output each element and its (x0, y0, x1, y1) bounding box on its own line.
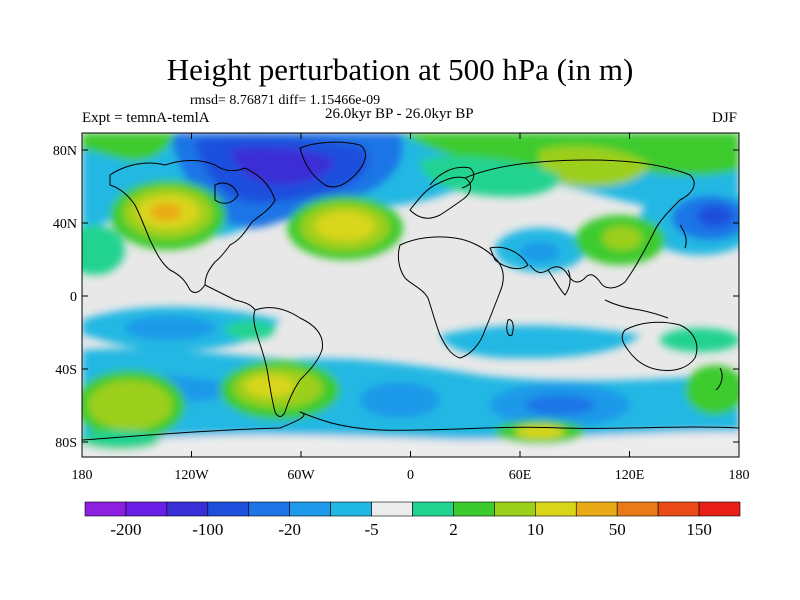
colorbar-swatch (494, 501, 536, 517)
colorbar-label: 10 (527, 520, 544, 539)
lon-tick-label: 120E (615, 468, 645, 483)
coast-india (547, 269, 571, 296)
field-nwpac-teal (82, 225, 125, 275)
lat-tick-label: 40S (55, 363, 77, 378)
coast-central-america (204, 284, 256, 311)
lon-tick-label: 60E (509, 468, 532, 483)
colorbar-swatch (698, 501, 741, 517)
coast-north-america (109, 160, 276, 293)
field-spac-lime (88, 380, 172, 430)
colorbar-swatch (535, 501, 577, 517)
coast-new-zealand (715, 367, 723, 391)
coast-madagascar (506, 319, 514, 337)
coast-scandinavia (429, 166, 475, 189)
field-satl-blue (360, 382, 440, 418)
experiment-label: Expt = temnA-temlA (82, 110, 210, 126)
latitude-axis: 80N 40N 0 40S 80S (53, 144, 739, 451)
field-easia-yellow (602, 226, 642, 250)
colorbar-label: 150 (686, 520, 712, 539)
field-indian-cyan (440, 325, 640, 359)
lat-tick-label: 0 (70, 290, 77, 305)
colorbar-swatch (371, 501, 413, 517)
colorbar-swatch (453, 501, 495, 517)
colorbar-swatch (412, 501, 454, 517)
colorbar: -200 -100 -20 -5 2 10 50 150 (84, 501, 741, 539)
coast-arabia (489, 246, 529, 270)
field-ant-yellow (515, 425, 565, 439)
field-asia-blue (520, 242, 560, 262)
lon-tick-label: 0 (407, 468, 414, 483)
colorbar-swatch (575, 501, 618, 517)
colorbar-swatch (166, 501, 209, 517)
field-trop-pac-blue (125, 316, 215, 340)
colorbar-swatch (84, 501, 127, 517)
colorbar-swatch (657, 501, 700, 517)
colorbar-swatch (125, 501, 168, 517)
field-north-green (82, 133, 175, 161)
field-north-navy (230, 147, 335, 185)
coast-south-america (253, 307, 324, 417)
coast-asia (464, 159, 695, 289)
colorbar-label: -100 (192, 520, 223, 539)
colorbar-swatch (289, 501, 331, 517)
lat-tick-label: 80S (55, 436, 77, 451)
coast-australia (621, 321, 698, 371)
colorbar-label: -5 (364, 520, 378, 539)
field-sind-deepblue (525, 395, 595, 415)
coast-europe (409, 176, 472, 219)
field-atl-yellow (315, 211, 375, 241)
coast-antarctica (82, 411, 739, 441)
longitude-axis: 180 120W 60W 0 60E 120E 180 (72, 133, 750, 483)
field-na-orange (150, 203, 182, 221)
season-label: DJF (711, 110, 737, 126)
colorbar-swatch (248, 501, 290, 517)
lon-tick-label: 180 (72, 468, 93, 483)
lon-tick-label: 120W (174, 468, 209, 483)
coast-indonesia (604, 299, 669, 319)
period-label: 26.0kyr BP - 26.0kyr BP (325, 106, 474, 122)
lon-tick-label: 60W (287, 468, 315, 483)
colorbar-label: -200 (110, 520, 141, 539)
map-title: Height perturbation at 500 hPa (in m) (166, 52, 634, 87)
colorbar-swatch (616, 501, 659, 517)
field-indian-teal (660, 328, 739, 352)
coastlines (82, 141, 739, 441)
colorbar-swatch (207, 501, 250, 517)
colorbar-label: -20 (278, 520, 301, 539)
field-asia-lime (538, 145, 650, 187)
stats-line: rmsd= 8.76871 diff= 1.15466e-09 (190, 93, 381, 108)
colorbar-swatch (330, 501, 372, 517)
lon-tick-label: 180 (729, 468, 750, 483)
lat-tick-label: 80N (53, 144, 77, 159)
lat-tick-label: 40N (53, 217, 77, 232)
field-pac-deepblue (697, 205, 733, 227)
field-trop-pac-teal (225, 320, 275, 340)
map-area (82, 133, 739, 457)
contour-fields (82, 133, 739, 457)
coast-africa (397, 236, 504, 359)
coast-greenland (299, 141, 366, 188)
field-ant-teal (82, 430, 160, 450)
colorbar-label: 50 (609, 520, 626, 539)
coast-japan (679, 224, 687, 249)
field-north-teal (420, 155, 560, 197)
field-sfe-green (685, 365, 739, 415)
colorbar-label: 2 (449, 520, 458, 539)
coast-hudson-bay (214, 182, 239, 204)
